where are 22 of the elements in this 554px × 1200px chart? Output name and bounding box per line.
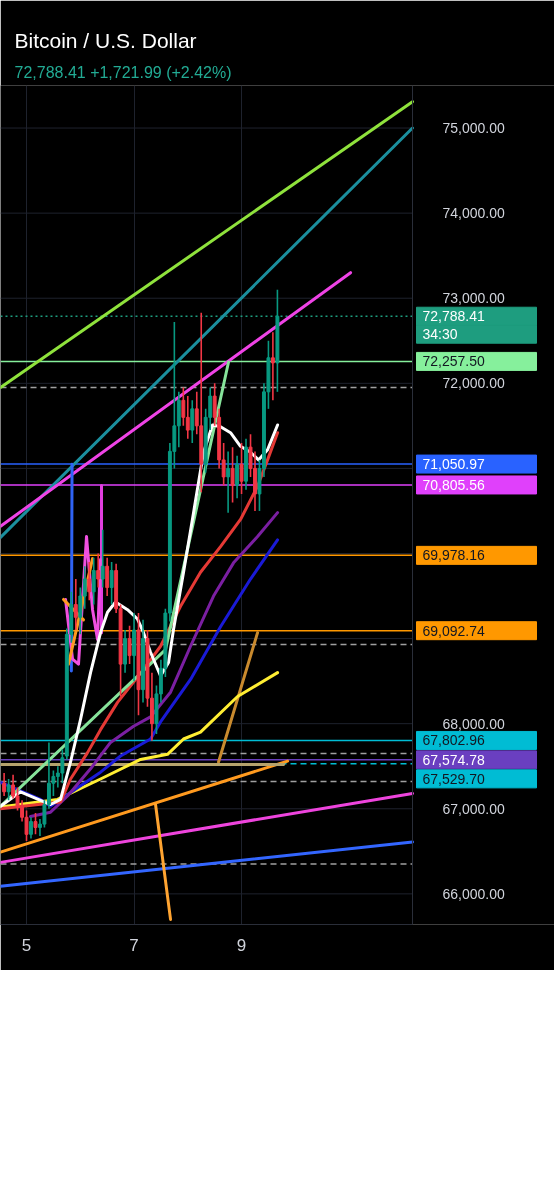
x-tick-label: 7	[129, 935, 139, 955]
y-tick-label: 73,000.00	[442, 290, 505, 307]
y-tick-label: 66,000.00	[442, 885, 505, 902]
x-tick-label: 5	[21, 935, 32, 955]
ref-line-label: 69,978.16	[422, 547, 485, 564]
y-tick-label: 67,000.00	[442, 800, 505, 817]
chart-title: Bitcoin / U.S. Dollar	[14, 28, 197, 52]
y-tick-label: 75,000.00	[442, 120, 505, 137]
ref-line-label: 67,574.78	[422, 751, 485, 768]
ref-line-label: 72,257.50	[422, 353, 485, 370]
ref-line-label: 67,529.70	[422, 770, 485, 787]
ref-line-label: 67,802.96	[422, 732, 485, 749]
chart-subtitle: 72,788.41 +1,721.99 (+2.42%)	[14, 63, 232, 81]
y-tick-label: 68,000.00	[442, 715, 505, 732]
x-tick-label: 9	[236, 935, 247, 955]
y-tick-label: 72,000.00	[442, 375, 505, 392]
text: 34:30	[422, 326, 458, 343]
ref-line-label: 72,788.41	[422, 308, 485, 325]
ref-line-label: 70,805.56	[422, 476, 485, 493]
ref-line-label: 71,050.97	[422, 456, 485, 473]
ref-line-label: 69,092.74	[422, 622, 485, 639]
y-tick-label: 74,000.00	[442, 205, 505, 222]
